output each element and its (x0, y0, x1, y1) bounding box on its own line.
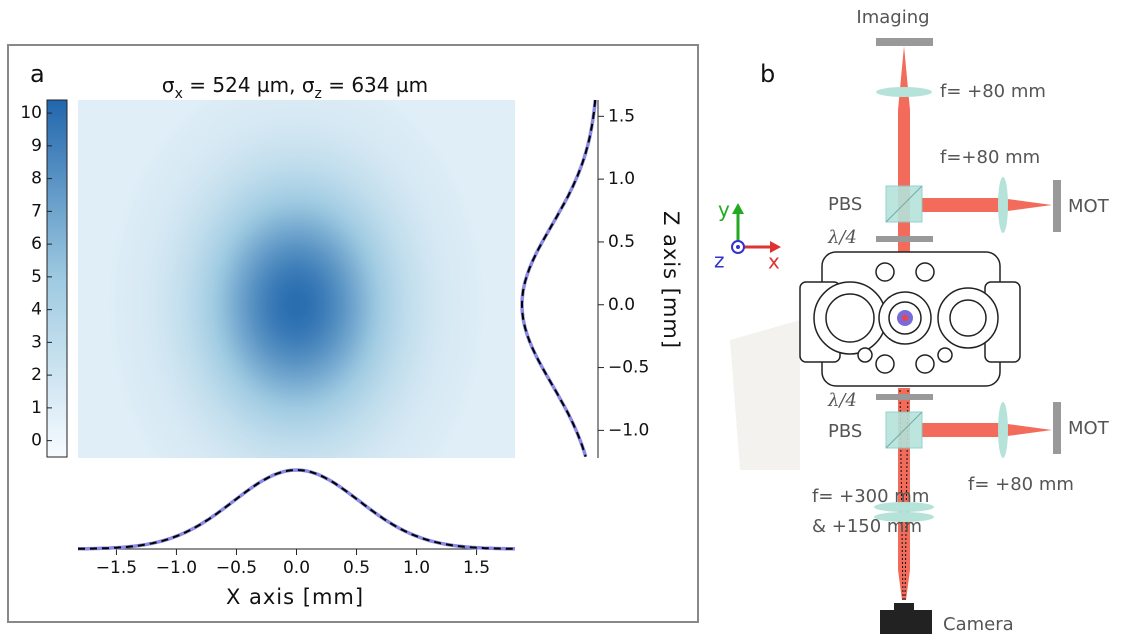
x-tick-label: 1.5 (463, 558, 490, 578)
lens (874, 502, 934, 512)
arrowhead (732, 203, 744, 214)
waveplate-label: λ/4 (827, 227, 857, 248)
beam (922, 423, 1052, 437)
colorbar-tick-label: 8 (31, 169, 42, 189)
colorbar-tick-label: 7 (31, 201, 42, 221)
title-part: σ (162, 73, 175, 97)
title-part: = 634 µm (322, 73, 428, 97)
lens-label: f= +300 mm (812, 486, 929, 507)
imaging-label: Imaging (856, 7, 929, 28)
colorbar-tick-label: 10 (20, 103, 42, 123)
waveplate (876, 236, 933, 242)
lens-label: f= +80 mm (968, 474, 1074, 495)
diagram: b Imaging f= +80 mm f=+80 mm MOT PBS λ/4… (714, 7, 1110, 635)
z-tick-label: 0.5 (608, 232, 635, 252)
x-profile-fit (78, 468, 515, 550)
title-part: z (315, 86, 322, 102)
z-tick-label: 1.5 (608, 106, 635, 126)
z-axis-label: Z axis [mm] (659, 211, 683, 349)
axis-z-dot (736, 245, 740, 249)
z-profile-fit (521, 99, 597, 458)
colorbar-tick-label: 2 (31, 365, 42, 385)
arrowhead (770, 241, 781, 253)
z-tick-label: 1.0 (608, 169, 635, 189)
lens (998, 402, 1008, 458)
heatmap (78, 100, 515, 458)
colorbar-tick-label: 9 (31, 136, 42, 156)
colorbar-tick-label: 5 (31, 267, 42, 287)
lens (998, 177, 1008, 233)
axis-label: x (768, 250, 780, 274)
beam (922, 198, 1052, 212)
mot-label: MOT (1068, 418, 1110, 439)
colorbar-tick-label: 1 (31, 398, 42, 418)
axis-label: z (714, 249, 725, 273)
gaussian-spot (107, 100, 486, 458)
x-tick-label: 1.0 (403, 558, 430, 578)
lens (876, 87, 932, 97)
pbs-label: PBS (828, 194, 862, 215)
waveplate (876, 394, 933, 400)
title-part: = 524 µm, σ (183, 73, 315, 97)
colorbar-tick-label: 3 (31, 332, 42, 352)
z-tick-label: −0.5 (608, 358, 649, 378)
pbs-diagonal (885, 185, 923, 223)
colorbar (46, 99, 68, 458)
panel-label: b (760, 60, 775, 88)
camera (880, 610, 932, 634)
beam (898, 46, 910, 255)
colorbar-tick-label: 4 (31, 300, 42, 320)
chart-title: σx = 524 µm, σz = 634 µm (162, 73, 428, 103)
x-tick-label: −1.0 (156, 558, 197, 578)
x-tick-label: −1.5 (96, 558, 137, 578)
imaging-screen (876, 38, 933, 46)
imaging-ray (899, 389, 904, 601)
colorbar-tick-label: 6 (31, 234, 42, 254)
pbs-label: PBS (828, 421, 862, 442)
mot-mirror (1053, 180, 1061, 232)
z-tick-label: 0.0 (608, 295, 635, 315)
x-axis-label: X axis [mm] (226, 585, 364, 609)
lens-label: f= +80 mm (940, 81, 1046, 102)
atom-cloud-core (902, 315, 908, 321)
camera-lens (894, 603, 914, 611)
camera-label: Camera (943, 614, 1014, 635)
lens (874, 512, 934, 522)
x-tick-label: 0.0 (283, 558, 310, 578)
mot-label: MOT (1068, 196, 1110, 217)
background-equipment (730, 320, 800, 470)
colorbar-tick-label: 0 (31, 431, 42, 451)
pbs-diagonal (885, 411, 923, 449)
mot-mirror (1053, 402, 1061, 454)
x-tick-label: −0.5 (216, 558, 257, 578)
waveplate-label: λ/4 (827, 390, 857, 411)
axis-label: y (718, 198, 730, 222)
x-tick-label: 0.5 (343, 558, 370, 578)
panel-label: a (30, 60, 45, 88)
imaging-ray (904, 389, 909, 601)
z-tick-label: −1.0 (608, 420, 649, 440)
title-part: x (175, 86, 183, 102)
lens-label: & +150 mm (812, 516, 922, 537)
lens-label: f=+80 mm (940, 147, 1040, 168)
